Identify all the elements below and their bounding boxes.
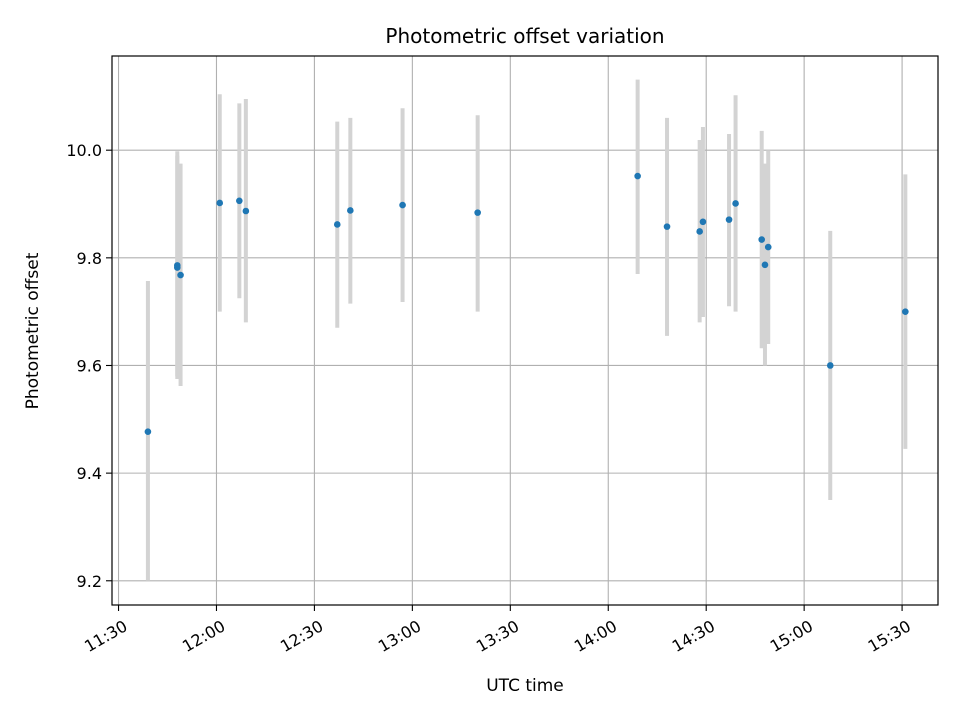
data-point — [699, 218, 707, 226]
data-point — [216, 199, 224, 207]
data-point — [663, 223, 671, 230]
x-axis-ticks: 11:30 12:00 12:30 13:00 13:30 14:00 14:30 15:00… — [81, 605, 914, 656]
x-tick-label: 12:00 — [179, 616, 228, 656]
data-point — [761, 261, 769, 269]
data-point — [696, 228, 703, 235]
x-tick-label: 15:00 — [767, 616, 816, 656]
x-axis-label: UTC time — [486, 676, 564, 696]
x-tick-label: 14:30 — [669, 616, 718, 656]
x-tick-label: 15:30 — [865, 616, 914, 656]
data-point — [826, 362, 834, 369]
data-point — [399, 201, 406, 209]
x-tick-label: 11:30 — [81, 616, 130, 656]
x-tick-label: 13:30 — [473, 616, 522, 656]
data-point — [725, 216, 733, 223]
y-tick-label: 9.2 — [77, 572, 102, 591]
y-axis-ticks: 9.2 9.4 9.6 9.8 10.0 — [66, 141, 112, 591]
error-bars — [145, 79, 908, 581]
data-point — [732, 200, 739, 207]
x-tick-label: 14:00 — [571, 616, 620, 656]
data-point — [347, 207, 354, 214]
grid-lines — [112, 56, 938, 605]
data-point — [474, 209, 481, 216]
y-tick-label: 9.4 — [77, 464, 102, 483]
data-point — [902, 308, 909, 315]
y-tick-label: 10.0 — [66, 141, 102, 160]
y-tick-label: 9.6 — [77, 356, 102, 375]
plot-frame — [111, 55, 939, 606]
data-point — [758, 236, 765, 243]
data-point — [764, 243, 772, 251]
y-axis-label: Photometric offset — [23, 252, 43, 409]
x-tick-label: 13:00 — [375, 616, 424, 656]
data-point — [242, 207, 250, 215]
x-tick-label: 12:30 — [277, 616, 326, 656]
data-points — [144, 172, 909, 435]
chart-title: Photometric offset variation — [385, 24, 664, 48]
y-tick-label: 9.8 — [77, 249, 102, 268]
data-point — [173, 264, 181, 271]
data-point — [177, 271, 184, 279]
data-point — [634, 172, 641, 180]
data-point — [236, 197, 243, 205]
data-point — [144, 428, 152, 435]
data-point — [333, 221, 341, 228]
